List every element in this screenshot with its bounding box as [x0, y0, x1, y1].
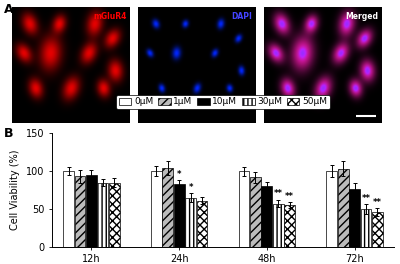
Bar	[75, 176, 86, 247]
Bar	[338, 169, 348, 247]
Bar	[326, 171, 337, 247]
Bar	[262, 186, 272, 247]
Bar	[239, 171, 250, 247]
Text: *: *	[188, 183, 193, 192]
Bar	[98, 182, 108, 247]
Bar	[185, 198, 196, 247]
Bar	[250, 177, 261, 247]
Y-axis label: Cell Viability (%): Cell Viability (%)	[10, 150, 20, 230]
Bar	[196, 201, 207, 247]
Bar	[63, 171, 74, 247]
Text: A: A	[4, 3, 14, 16]
Bar	[360, 209, 371, 247]
Bar	[151, 171, 162, 247]
Text: Merged: Merged	[346, 12, 378, 21]
Text: **: **	[362, 194, 370, 203]
Bar	[372, 212, 383, 247]
Text: mGluR4: mGluR4	[93, 12, 126, 21]
Bar	[174, 184, 184, 247]
Bar	[86, 175, 97, 247]
Text: B: B	[4, 127, 14, 140]
Bar	[273, 204, 284, 247]
Text: **: **	[285, 192, 294, 201]
Bar	[162, 168, 173, 247]
Bar	[109, 182, 120, 247]
Text: *: *	[177, 170, 182, 179]
Legend: 0μM, 1μM, 10μM, 30μM, 50μM: 0μM, 1μM, 10μM, 30μM, 50μM	[116, 95, 330, 109]
Text: DAPI: DAPI	[232, 12, 252, 21]
Bar	[349, 188, 360, 247]
Text: **: **	[274, 189, 283, 199]
Bar	[284, 205, 295, 247]
Text: **: **	[373, 198, 382, 207]
